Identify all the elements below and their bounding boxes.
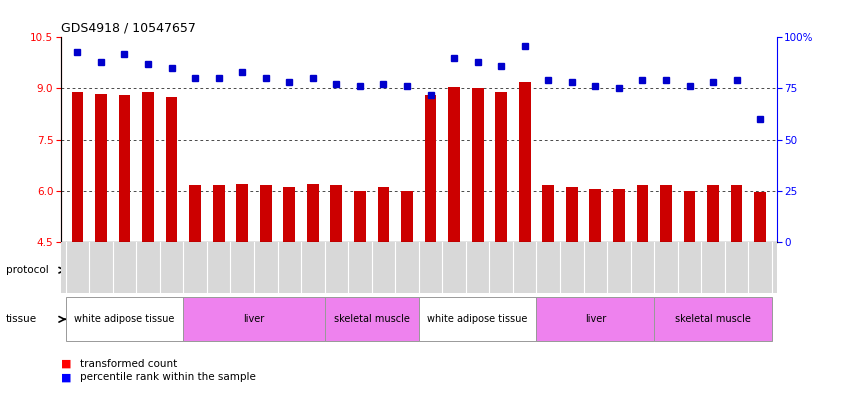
Bar (542, 185, 554, 242)
Bar (636, 185, 648, 242)
Bar (95, 94, 107, 242)
Bar (590, 189, 602, 242)
Bar (166, 97, 178, 242)
Bar (419, 297, 536, 342)
Bar (519, 82, 530, 242)
Bar (212, 185, 224, 242)
Text: transformed count: transformed count (80, 358, 177, 369)
Bar (236, 184, 248, 242)
Text: liver: liver (585, 314, 606, 324)
Bar (260, 185, 272, 242)
Bar (684, 191, 695, 242)
Bar (72, 92, 83, 242)
Bar (419, 250, 772, 290)
Bar (354, 191, 365, 242)
Bar (660, 185, 672, 242)
Text: percentile rank within the sample: percentile rank within the sample (80, 372, 255, 382)
Text: ■: ■ (61, 358, 71, 369)
Bar (331, 185, 343, 242)
Bar (654, 297, 772, 342)
Bar (66, 250, 419, 290)
Bar (142, 92, 154, 242)
Bar (190, 185, 201, 242)
Text: white adipose tissue: white adipose tissue (74, 314, 174, 324)
Bar (472, 88, 484, 242)
Text: white adipose tissue: white adipose tissue (427, 314, 528, 324)
Bar (448, 87, 460, 242)
Bar (707, 185, 719, 242)
Text: protocol: protocol (6, 265, 49, 275)
Bar (425, 95, 437, 242)
Bar (377, 187, 389, 242)
Text: tissue: tissue (6, 314, 37, 324)
Bar (184, 297, 325, 342)
Bar (495, 92, 507, 242)
Text: liver: liver (244, 314, 265, 324)
Text: ■: ■ (61, 372, 71, 382)
Bar (307, 184, 319, 242)
Text: GDS4918 / 10547657: GDS4918 / 10547657 (61, 22, 195, 35)
Bar (536, 297, 654, 342)
Bar (755, 192, 766, 242)
Text: ad libitum chow: ad libitum chow (198, 265, 287, 275)
Bar (283, 187, 295, 242)
Bar (118, 95, 130, 242)
Bar (325, 297, 419, 342)
Text: skeletal muscle: skeletal muscle (675, 314, 751, 324)
Bar (613, 189, 625, 242)
Text: fasted: fasted (578, 265, 613, 275)
Bar (731, 185, 743, 242)
Text: skeletal muscle: skeletal muscle (333, 314, 409, 324)
Bar (66, 297, 184, 342)
Bar (401, 191, 413, 242)
Bar (566, 187, 578, 242)
